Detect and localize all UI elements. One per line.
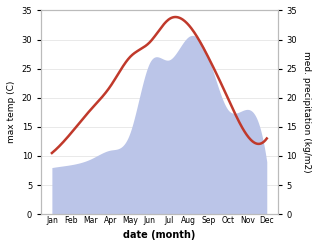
X-axis label: date (month): date (month) [123,230,196,240]
Y-axis label: med. precipitation (kg/m2): med. precipitation (kg/m2) [302,51,311,173]
Y-axis label: max temp (C): max temp (C) [7,81,16,144]
